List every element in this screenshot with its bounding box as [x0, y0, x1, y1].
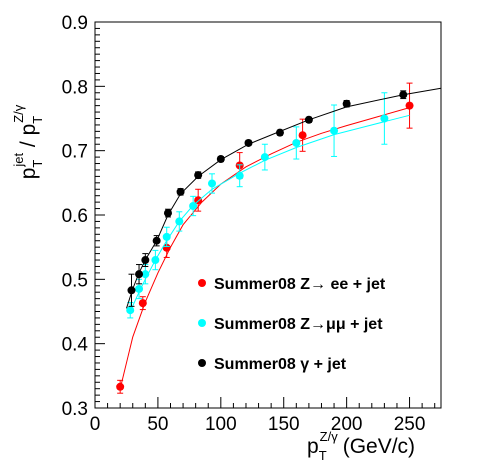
plot-area [116, 82, 442, 394]
legend-label: Summer08 Z→μμ + jet [214, 316, 383, 333]
data-point [244, 138, 253, 147]
data-point [189, 201, 198, 210]
x-tick-label: 50 [147, 414, 168, 435]
data-point [208, 179, 217, 188]
data-point [127, 286, 136, 295]
data-point [304, 115, 313, 124]
y-axis-title: pTjet / pTZ/γ [11, 104, 45, 179]
data-point [116, 382, 125, 391]
y-tick-label: 0.3 [62, 399, 88, 420]
x-tick-label: 150 [268, 414, 300, 435]
series-0 [116, 82, 414, 394]
axis-titles: pTZ/γ (GeV/c) pTjet / pTZ/γ [11, 104, 415, 463]
data-point [152, 236, 161, 245]
legend-label: Summer08 γ + jet [214, 356, 347, 373]
data-point [405, 101, 414, 110]
data-point [298, 131, 307, 140]
y-axis-title-group: pTjet / pTZ/γ [11, 104, 45, 179]
legend-label: Summer08 Z→ ee + jet [214, 276, 386, 293]
data-point [216, 155, 225, 164]
data-point [163, 209, 172, 218]
legend-marker [198, 359, 206, 367]
y-tick-label: 0.8 [62, 77, 88, 98]
y-tick-label: 0.7 [62, 142, 88, 163]
series-1 [126, 92, 410, 319]
legend: Summer08 Z→ ee + jet Summer08 Z→μμ + jet S… [198, 276, 386, 373]
data-point [138, 299, 147, 308]
data-point [399, 90, 408, 99]
data-point [175, 217, 184, 226]
data-point [342, 99, 351, 108]
data-point [194, 171, 203, 180]
x-tick-label: 250 [394, 414, 426, 435]
legend-marker [198, 279, 206, 287]
y-tick-label: 0.5 [62, 270, 88, 291]
plot-frame [94, 21, 442, 409]
data-point [141, 256, 150, 265]
y-tick-label: 0.4 [62, 335, 89, 356]
data-point [162, 243, 171, 252]
x-tick-label: 0 [90, 414, 101, 435]
data-point [380, 114, 389, 123]
data-point [162, 232, 171, 241]
y-tick-label: 0.9 [62, 13, 88, 34]
data-point [135, 284, 144, 293]
x-tick-label: 200 [331, 414, 363, 435]
data-point [330, 126, 339, 135]
data-point [260, 153, 269, 162]
x-tick-label: 100 [205, 414, 237, 435]
data-point [126, 306, 135, 315]
series-2 [126, 87, 442, 309]
y-tick-label: 0.6 [62, 206, 88, 227]
data-point [135, 270, 144, 279]
legend-marker [198, 319, 206, 327]
axes: 0 50 100 150 200 250 0.3 0.4 0.5 0.6 0.7 0.8 0.9 [62, 13, 442, 435]
data-point [176, 187, 185, 196]
data-point [275, 128, 284, 137]
x-axis-title: pTZ/γ (GeV/c) [307, 429, 415, 463]
data-point [151, 256, 160, 265]
data-point [235, 171, 244, 180]
data-point [141, 270, 150, 279]
data-point [292, 138, 301, 147]
